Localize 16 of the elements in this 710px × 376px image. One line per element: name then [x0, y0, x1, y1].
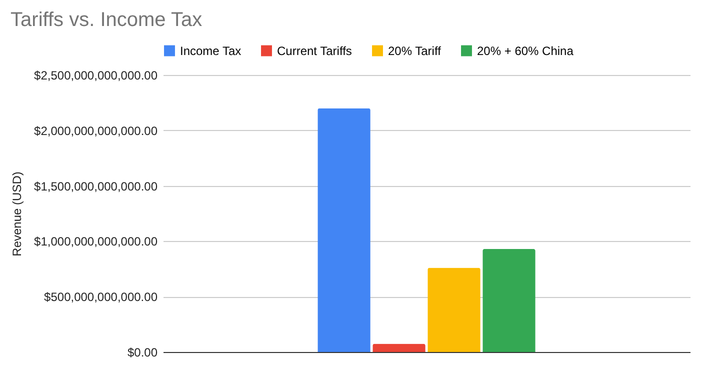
y-tick-label: $500,000,000,000.00	[44, 290, 158, 304]
legend-label: Current Tariffs	[277, 44, 352, 58]
y-axis-title: Revenue (USD)	[10, 172, 24, 256]
y-tick-label: $2,000,000,000,000.00	[34, 124, 158, 138]
y-tick-label: $1,000,000,000,000.00	[34, 234, 158, 249]
bar	[428, 268, 480, 352]
y-tick-label: $1,500,000,000,000.00	[34, 179, 158, 194]
bar	[482, 248, 536, 352]
legend-label: 20% + 60% China	[477, 44, 574, 58]
bar	[318, 108, 370, 352]
legend-label: Income Tax	[180, 44, 242, 58]
bar	[372, 344, 426, 352]
y-tick-label: $2,500,000,000,000.00	[34, 68, 158, 82]
chart-title: Tariffs vs. Income Tax	[10, 9, 202, 31]
y-tick-label: $0.00	[127, 346, 158, 360]
legend-label: 20% Tariff	[388, 44, 442, 58]
